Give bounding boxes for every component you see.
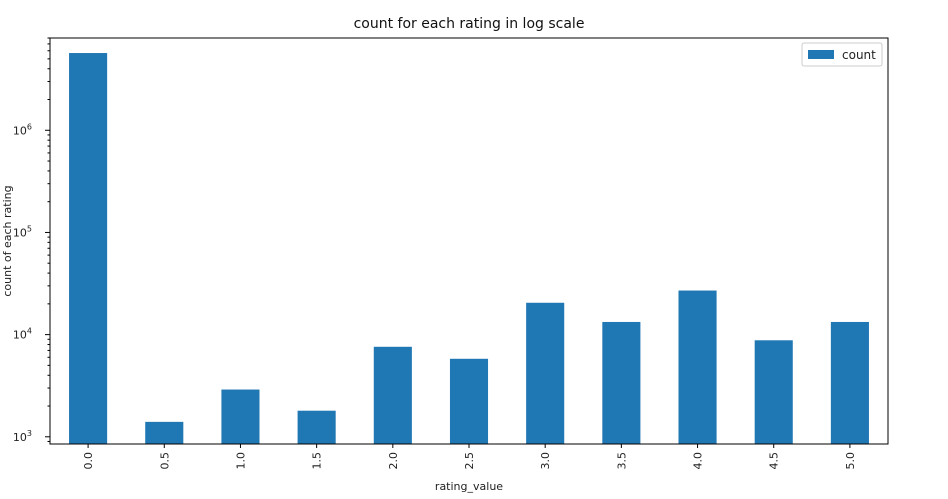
x-tick-label-0.5: 0.5 [158,452,171,470]
chart-title: count for each rating in log scale [354,16,585,32]
bar-0.0 [69,53,108,444]
bars-group [69,53,869,444]
x-tick-label-1.5: 1.5 [311,452,324,470]
bar-4.5 [754,340,793,444]
x-axis: 0.0 0.5 1.0 1.5 2.0 2.5 3.0 3.5 4.0 4.5 5.0 [82,444,857,470]
y-axis-label: count of each rating [1,185,14,296]
x-tick-label-2.0: 2.0 [387,452,400,470]
x-tick-label-4.5: 4.5 [768,452,781,470]
x-tick-label-3.5: 3.5 [615,452,628,470]
bar-2.0 [373,346,412,444]
bar-1.5 [297,410,336,444]
legend-swatch [808,50,834,59]
bar-5.0 [830,321,869,444]
y-tick-label-1000000: 106 [13,122,32,137]
x-axis-label: rating_value [435,480,503,493]
bar-3.0 [526,302,565,444]
y-tick-label-10000: 104 [13,327,32,342]
y-tick-label-100000: 105 [13,224,32,239]
legend-box [801,42,883,67]
x-tick-label-2.5: 2.5 [463,452,476,470]
bar-1.0 [221,389,260,444]
bar-4.0 [678,290,717,444]
plot-frame [49,37,889,445]
y-axis: 103 104 105 106 [13,37,50,444]
bar-3.5 [602,321,641,444]
legend: count [801,42,883,67]
bar-0.5 [145,421,184,444]
legend-label: count [842,48,876,62]
y-tick-label-1000: 103 [13,429,32,444]
x-tick-label-1.0: 1.0 [234,452,247,470]
x-tick-label-3.0: 3.0 [539,452,552,470]
x-tick-label-4.0: 4.0 [692,452,705,470]
x-tick-label-0.0: 0.0 [82,452,95,470]
x-tick-label-5.0: 5.0 [844,452,857,470]
bar-2.5 [449,358,489,444]
